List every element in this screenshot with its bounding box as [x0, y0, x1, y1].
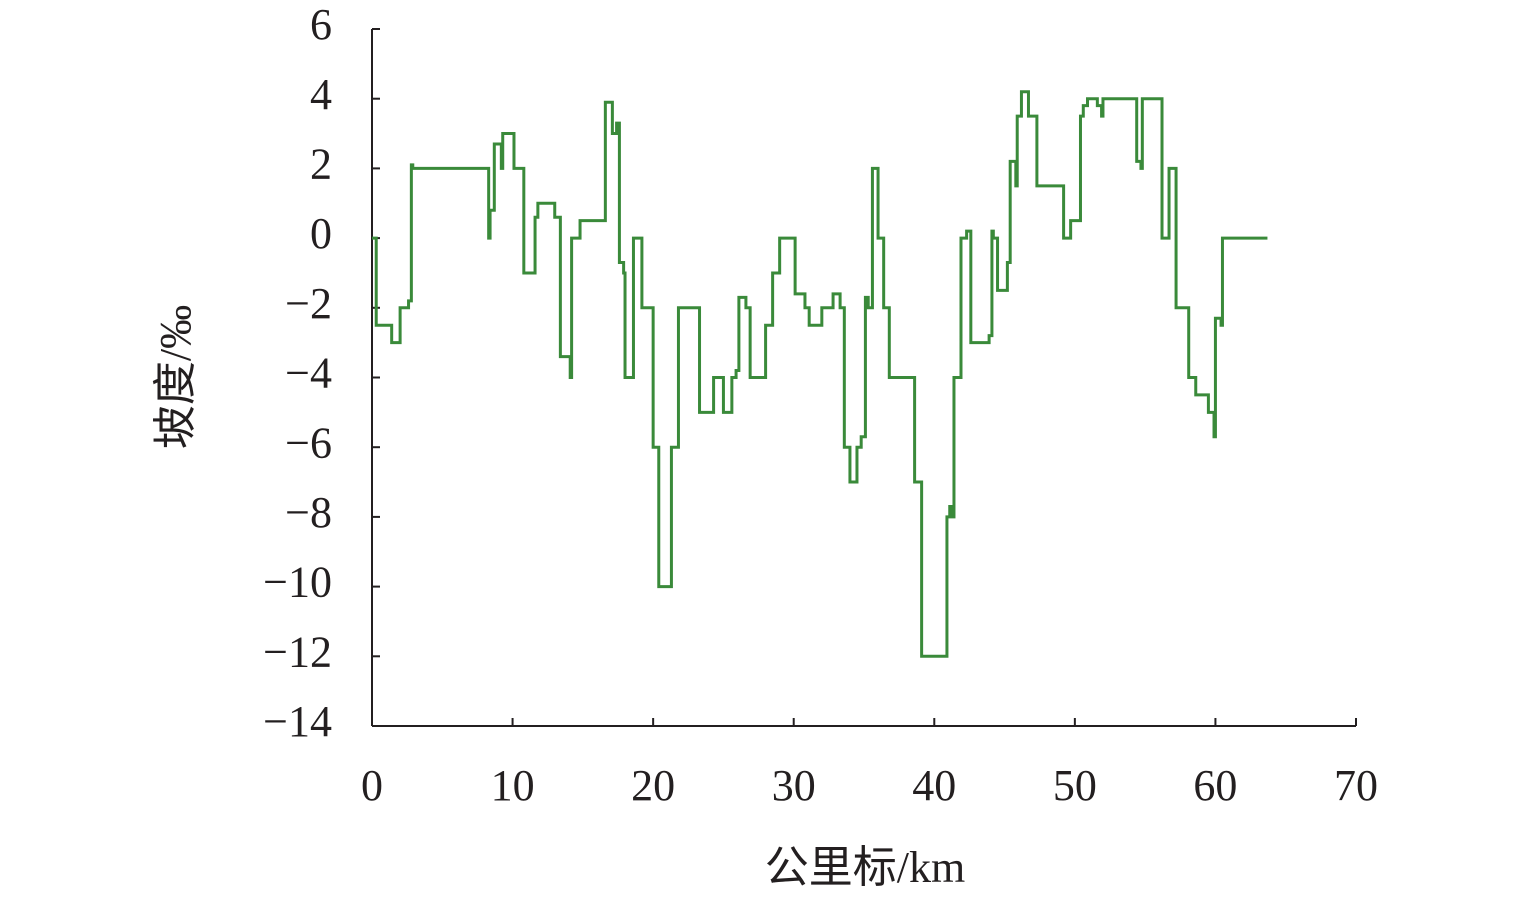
x-tick-label: 20 [631, 761, 675, 810]
y-axis-label: 坡度/‰ [151, 305, 200, 449]
y-tick-label: 2 [310, 139, 332, 188]
y-tick-label: −4 [285, 349, 332, 398]
x-tick-label: 50 [1053, 761, 1097, 810]
data-line [372, 90, 1268, 658]
y-tick-label: −14 [263, 697, 332, 746]
x-tick-label: 60 [1193, 761, 1237, 810]
x-axis-label: 公里标/km [765, 843, 965, 892]
y-tick-label: 4 [310, 70, 332, 119]
y-tick-label: 6 [310, 0, 332, 49]
x-tick-label: 70 [1334, 761, 1378, 810]
y-tick-label: −8 [285, 488, 332, 537]
y-tick-label: −6 [285, 418, 332, 467]
x-tick-label: 40 [912, 761, 956, 810]
y-tick-label: −12 [263, 627, 332, 676]
x-tick-label: 0 [361, 761, 383, 810]
y-tick-label: −2 [285, 279, 332, 328]
y-tick-label: 0 [310, 209, 332, 258]
x-tick-label: 30 [772, 761, 816, 810]
x-tick-label: 10 [491, 761, 535, 810]
y-tick-label: −10 [263, 558, 332, 607]
